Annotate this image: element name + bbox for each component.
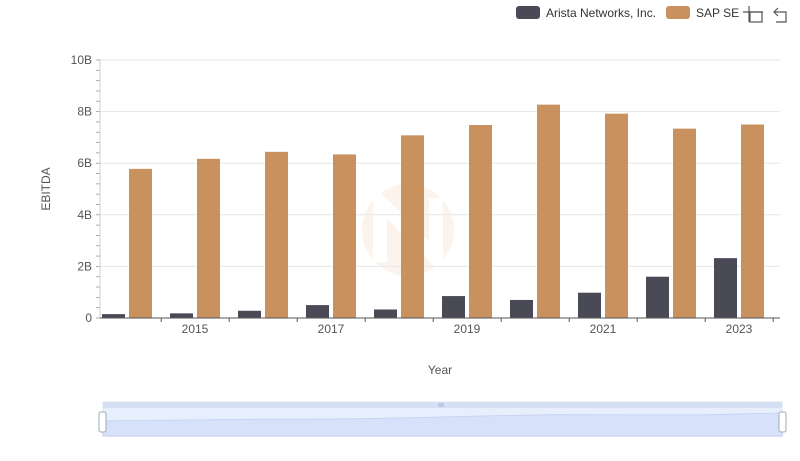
bars <box>102 104 764 319</box>
legend-swatch-arista <box>516 6 540 19</box>
legend-swatch-sap <box>666 6 690 19</box>
bar-sap-2019[interactable] <box>469 125 492 319</box>
slider-top-bar[interactable] <box>103 402 782 408</box>
bar-sap-2016[interactable] <box>265 151 288 318</box>
bar-sap-2018[interactable] <box>401 135 424 318</box>
data-zoom-slider[interactable] <box>98 401 787 437</box>
slider-handle-right[interactable] <box>778 411 787 433</box>
x-tick-label: 2019 <box>454 322 481 336</box>
bar-arista-2021[interactable] <box>578 292 601 318</box>
bar-arista-2017[interactable] <box>306 305 329 318</box>
legend: Arista Networks, Inc. SAP SE <box>516 6 739 20</box>
slider-grip-icon[interactable] <box>438 403 444 407</box>
bar-sap-2023[interactable] <box>741 124 764 319</box>
y-tick-label: 8B <box>77 105 92 119</box>
y-tick-label: 2B <box>77 259 92 273</box>
zoom-reset-icon[interactable] <box>773 7 787 23</box>
x-tick-label: 2015 <box>182 322 209 336</box>
x-tick-label: 2017 <box>318 322 345 336</box>
legend-item-sap[interactable]: SAP SE <box>666 6 739 20</box>
bar-arista-2014[interactable] <box>102 314 125 318</box>
slider-handle-left[interactable] <box>98 411 107 433</box>
bar-arista-2018[interactable] <box>374 309 397 318</box>
slider-selection <box>103 408 782 436</box>
y-axis: 0 2B 4B 6B 8B 10B <box>71 53 101 325</box>
y-axis-title: EBITDA <box>39 167 53 210</box>
bar-sap-2015[interactable] <box>197 158 220 318</box>
x-axis: 2015 2017 2019 2021 2023 <box>100 317 780 336</box>
bar-sap-2021[interactable] <box>605 113 628 318</box>
bar-arista-2019[interactable] <box>442 296 465 318</box>
zoom-icon[interactable] <box>743 6 763 23</box>
bar-arista-2015[interactable] <box>170 313 193 318</box>
legend-label-arista: Arista Networks, Inc. <box>546 6 656 20</box>
x-axis-title: Year <box>428 363 452 377</box>
bar-arista-2023[interactable] <box>714 258 737 318</box>
bar-sap-2014[interactable] <box>129 168 152 318</box>
x-tick-label: 2021 <box>590 322 617 336</box>
y-tick-label: 6B <box>77 156 92 170</box>
bar-sap-2017[interactable] <box>333 154 356 318</box>
bar-arista-2022[interactable] <box>646 276 669 318</box>
legend-label-sap: SAP SE <box>696 6 739 20</box>
bar-sap-2020[interactable] <box>537 104 560 318</box>
y-tick-label: 4B <box>77 208 92 222</box>
bar-arista-2016[interactable] <box>238 310 261 318</box>
bar-sap-2022[interactable] <box>673 128 696 318</box>
legend-item-arista[interactable]: Arista Networks, Inc. <box>516 6 656 20</box>
bar-arista-2020[interactable] <box>510 299 533 318</box>
y-tick-label: 10B <box>71 53 92 67</box>
x-tick-label: 2023 <box>726 322 753 336</box>
y-tick-label: 0 <box>85 311 92 325</box>
